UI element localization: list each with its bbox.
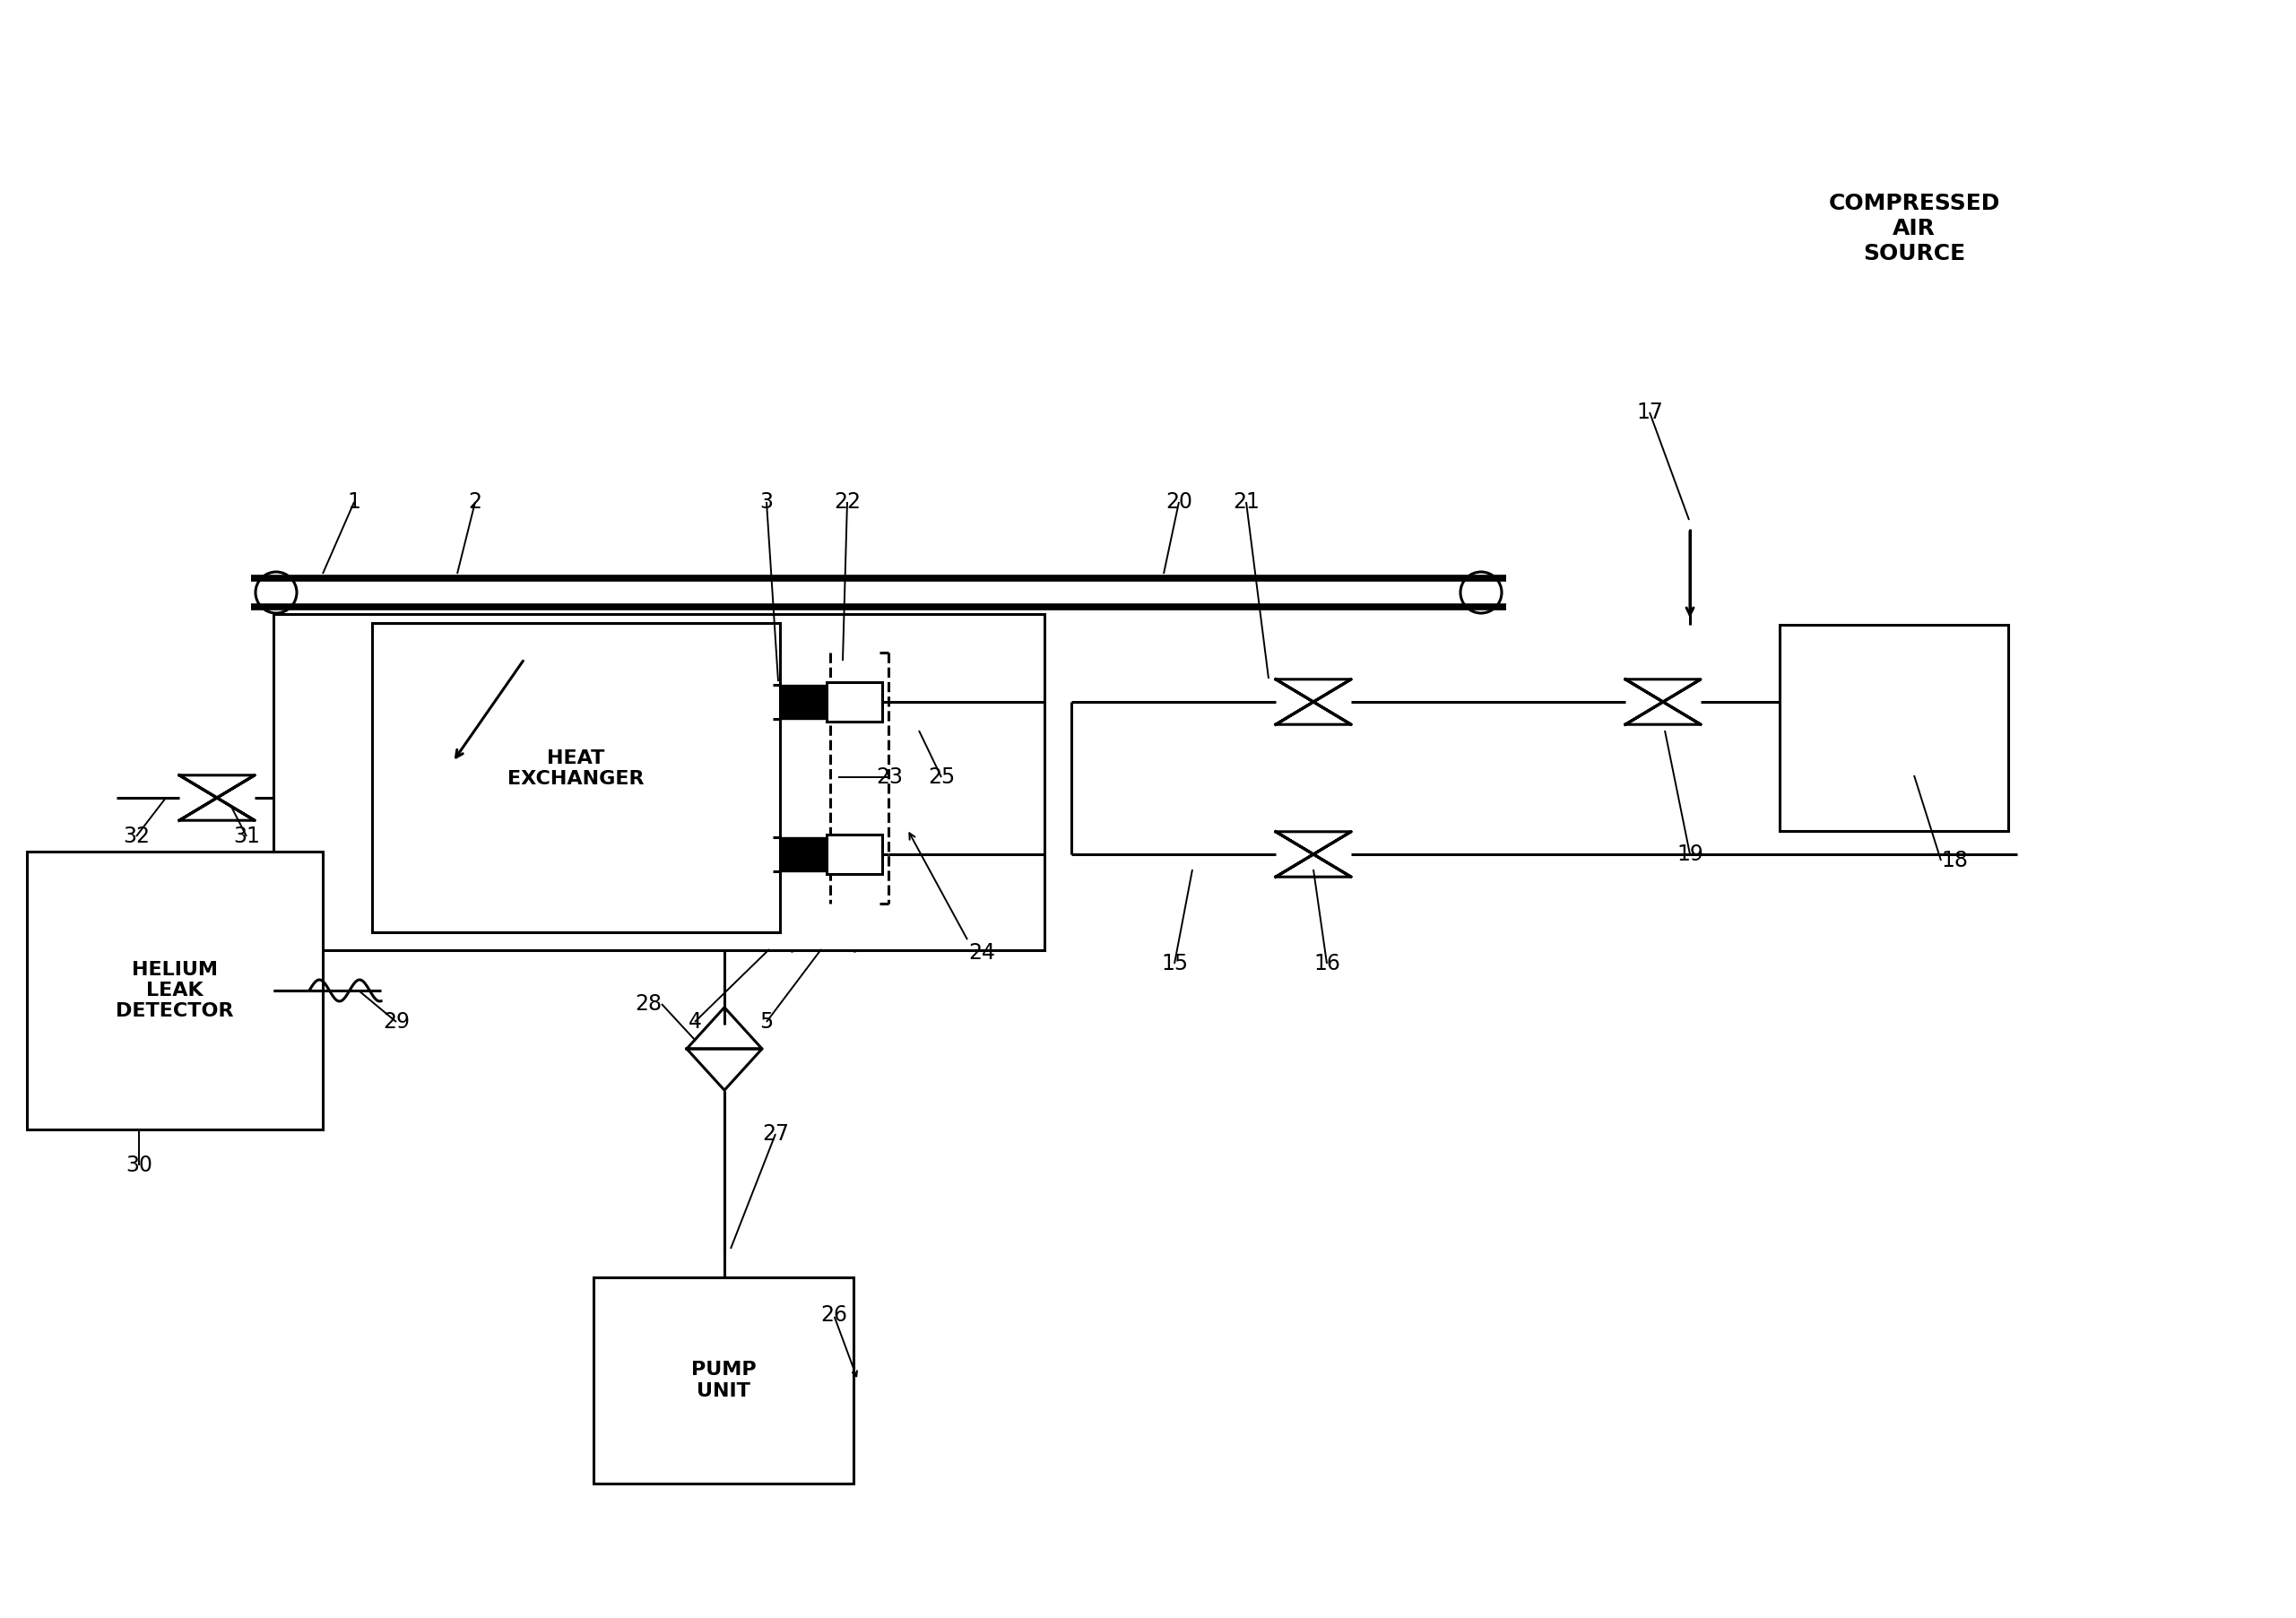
Bar xyxy=(28,851,324,1129)
Text: 18: 18 xyxy=(1940,849,1968,872)
Text: 30: 30 xyxy=(126,1155,152,1176)
Text: 20: 20 xyxy=(1166,492,1192,513)
Bar xyxy=(1779,625,2009,832)
Text: 31: 31 xyxy=(234,825,259,848)
Bar xyxy=(781,837,824,872)
Bar xyxy=(827,835,882,874)
Text: PUMP
UNIT: PUMP UNIT xyxy=(691,1361,755,1400)
Text: HELIUM
LEAK
DETECTOR: HELIUM LEAK DETECTOR xyxy=(115,961,234,1021)
Text: COMPRESSED
AIR
SOURCE: COMPRESSED AIR SOURCE xyxy=(1828,193,2000,264)
Text: 19: 19 xyxy=(1676,843,1704,866)
Text: 27: 27 xyxy=(762,1123,790,1144)
Text: 5: 5 xyxy=(760,1011,774,1032)
Text: 1: 1 xyxy=(347,492,360,513)
Text: 26: 26 xyxy=(820,1304,847,1325)
Text: 32: 32 xyxy=(122,825,149,848)
Text: 4: 4 xyxy=(689,1011,703,1032)
Text: 25: 25 xyxy=(928,767,955,788)
Text: 22: 22 xyxy=(833,492,861,513)
Text: 29: 29 xyxy=(383,1011,409,1032)
Text: HEAT
EXCHANGER: HEAT EXCHANGER xyxy=(507,749,645,788)
Text: 23: 23 xyxy=(875,767,902,788)
Text: 2: 2 xyxy=(468,492,482,513)
Bar xyxy=(372,623,781,932)
Bar xyxy=(781,684,824,718)
Text: 3: 3 xyxy=(760,492,774,513)
Bar xyxy=(273,615,1045,950)
Bar xyxy=(592,1277,854,1484)
Text: 24: 24 xyxy=(969,942,994,964)
Text: 21: 21 xyxy=(1233,492,1261,513)
Bar xyxy=(827,683,882,722)
Text: 15: 15 xyxy=(1162,953,1187,974)
Text: 28: 28 xyxy=(634,993,661,1014)
Text: 16: 16 xyxy=(1313,953,1341,974)
Text: 17: 17 xyxy=(1637,401,1662,422)
